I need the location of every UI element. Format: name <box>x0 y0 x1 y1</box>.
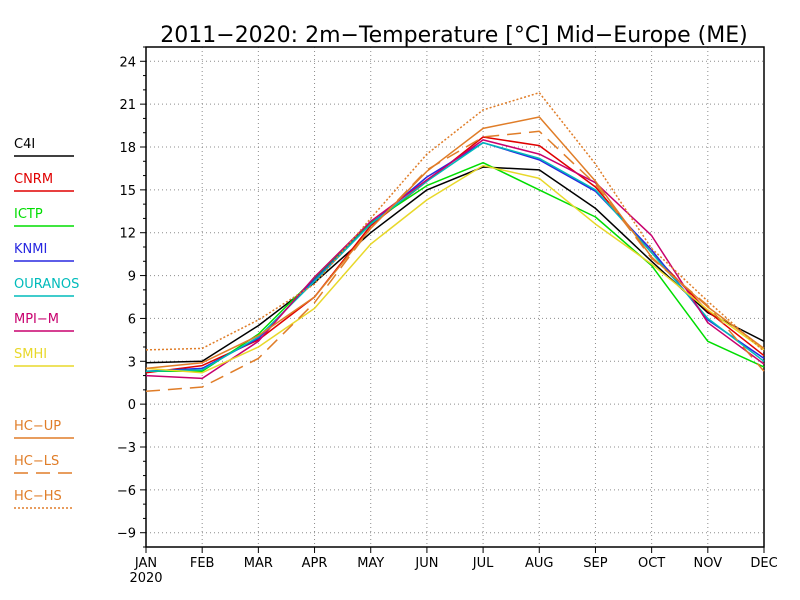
y-tick-label: −6 <box>117 484 136 499</box>
series-line-smhi <box>145 164 765 374</box>
series-line-hc-hs <box>145 91 765 352</box>
legend-label-c4i: C4I <box>14 137 35 152</box>
series-line-hc-ls <box>145 130 765 393</box>
x-tick-label: OCT <box>638 556 665 571</box>
x-tick-label: DEC <box>750 556 777 571</box>
y-tick-label: −3 <box>117 441 136 456</box>
legend-label-mpi-m: MPI−M <box>14 312 59 327</box>
x-tick-label: MAR <box>244 556 273 571</box>
y-tick-label: 6 <box>128 312 136 327</box>
y-tick-label: 12 <box>119 227 136 242</box>
x-tick-label: NOV <box>694 556 723 571</box>
series-group <box>145 91 765 393</box>
y-tick-label: 15 <box>119 184 136 199</box>
x-tick-label: APR <box>302 556 328 571</box>
y-tick-label: 21 <box>119 98 136 113</box>
legend-label-hc-up: HC−UP <box>14 419 61 434</box>
legend-label-hc-ls: HC−LS <box>14 454 59 469</box>
x-tick-label: FEB <box>190 556 215 571</box>
legend-label-knmi: KNMI <box>14 242 47 257</box>
x-tick-label: JUN <box>414 556 438 571</box>
legend-label-smhi: SMHI <box>14 347 47 362</box>
x-year-label: 2020 <box>129 571 162 586</box>
legend-label-cnrm: CNRM <box>14 172 53 187</box>
plot-frame <box>145 46 765 548</box>
x-tick-label: JUL <box>472 556 494 571</box>
legend-label-ouranos: OURANOS <box>14 277 79 292</box>
x-tick-label: JAN <box>134 556 157 571</box>
y-tick-label: 0 <box>128 398 136 413</box>
y-tick-label: 24 <box>119 55 136 70</box>
series-line-ouranos <box>145 141 765 373</box>
legend-label-ictp: ICTP <box>14 207 43 222</box>
legend: C4I CNRM ICTP KNMI OURANOS MPI−M SMHI HC−UP HC−L… <box>14 137 79 509</box>
series-line-hc-up <box>145 116 765 370</box>
x-tick-label: SEP <box>583 556 607 571</box>
y-tick-label: −9 <box>117 527 136 542</box>
series-line-c4i <box>145 166 765 364</box>
grid <box>145 47 765 547</box>
series-line-mpi-m <box>145 139 765 380</box>
chart-title: 2011−2020: 2m−Temperature [°C] Mid−Europ… <box>160 23 747 48</box>
y-tick-label: 9 <box>128 270 136 285</box>
axes: −9 −6 −3 0 3 6 9 12 15 18 21 24 JAN FEB MAR APR MAY JUN JU… <box>117 46 778 571</box>
series-line-knmi <box>145 141 765 373</box>
x-tick-label: MAY <box>357 556 384 571</box>
legend-label-hc-hs: HC−HS <box>14 489 62 504</box>
y-tick-label: 18 <box>119 141 136 156</box>
y-tick-label: 3 <box>128 355 136 370</box>
x-tick-label: AUG <box>525 556 553 571</box>
